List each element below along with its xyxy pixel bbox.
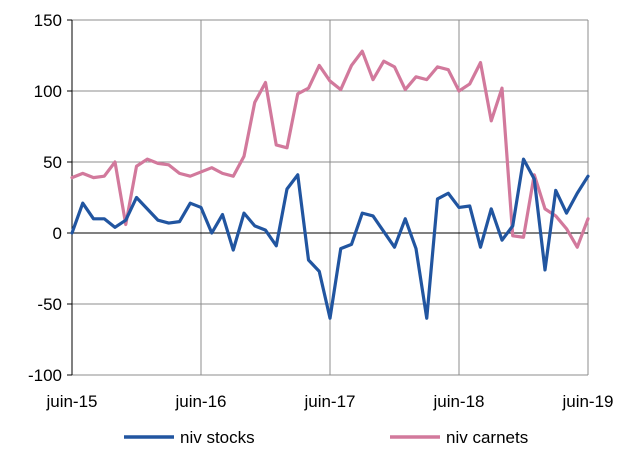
x-tick-label: juin-18 bbox=[432, 392, 484, 411]
y-tick-label: 50 bbox=[43, 153, 62, 172]
y-tick-label: 0 bbox=[53, 224, 62, 243]
x-tick-label: juin-19 bbox=[561, 392, 613, 411]
legend: niv stocks niv carnets bbox=[124, 428, 528, 447]
y-tick-labels: -100 -50 0 50 100 150 bbox=[28, 11, 62, 385]
axes bbox=[67, 19, 588, 376]
series-line-niv-carnets bbox=[70, 49, 590, 249]
legend-label: niv carnets bbox=[446, 428, 528, 447]
legend-label: niv stocks bbox=[180, 428, 255, 447]
x-tick-label: juin-17 bbox=[303, 392, 355, 411]
y-tick-label: 100 bbox=[34, 82, 62, 101]
series-lines bbox=[70, 49, 590, 320]
x-tick-labels: juin-15 juin-16 juin-17 juin-18 juin-19 bbox=[45, 392, 613, 411]
x-tick-label: juin-15 bbox=[45, 392, 97, 411]
x-tick-label: juin-16 bbox=[174, 392, 226, 411]
y-tick-label: -100 bbox=[28, 366, 62, 385]
series-line-niv-stocks bbox=[70, 157, 590, 320]
y-tick-label: 150 bbox=[34, 11, 62, 30]
y-tick-label: -50 bbox=[37, 295, 62, 314]
